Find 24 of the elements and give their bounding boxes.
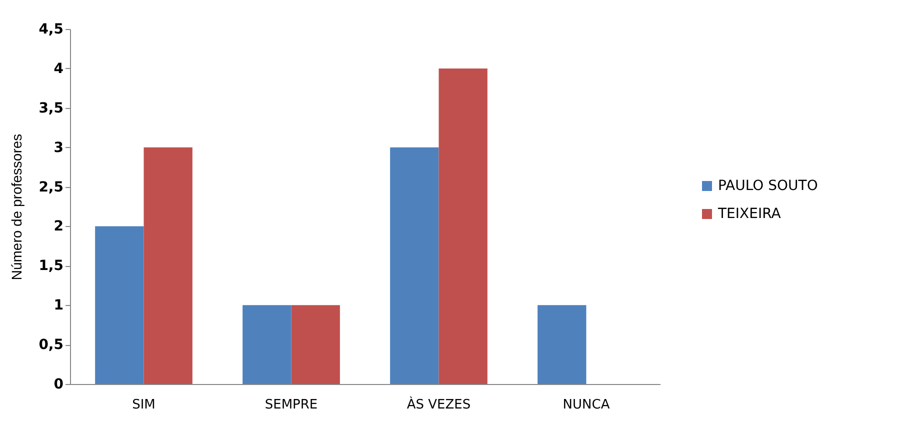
y-tick-label: 4 — [54, 60, 64, 77]
bar — [242, 305, 292, 384]
y-tick-label: 2,5 — [38, 179, 64, 196]
y-tick-label: 2 — [54, 218, 64, 235]
y-tick-label: 4,5 — [38, 22, 64, 38]
y-tick-label: 1,5 — [38, 258, 64, 274]
y-tick-label: 0 — [54, 376, 64, 392]
bar — [144, 147, 192, 384]
x-tick-label: ÀS VEZES — [406, 396, 471, 412]
y-tick-label: 3,5 — [38, 100, 64, 116]
legend-label: TEIXEIRA — [717, 206, 782, 222]
bar — [538, 305, 586, 384]
bar — [291, 305, 340, 384]
bar — [438, 68, 488, 384]
y-tick-label: 3 — [54, 140, 64, 156]
legend-label: PAULO SOUTO — [718, 178, 818, 194]
y-axis-title: Número de professores — [8, 134, 25, 280]
x-tick-label: NUNCA — [562, 398, 610, 412]
bar — [390, 147, 439, 384]
x-tick-label: SEMPRE — [264, 398, 318, 412]
bar — [95, 226, 144, 384]
x-tick-label: SIM — [132, 398, 156, 412]
y-tick-label: 1 — [54, 298, 64, 314]
y-tick-label: 0,5 — [38, 337, 64, 354]
